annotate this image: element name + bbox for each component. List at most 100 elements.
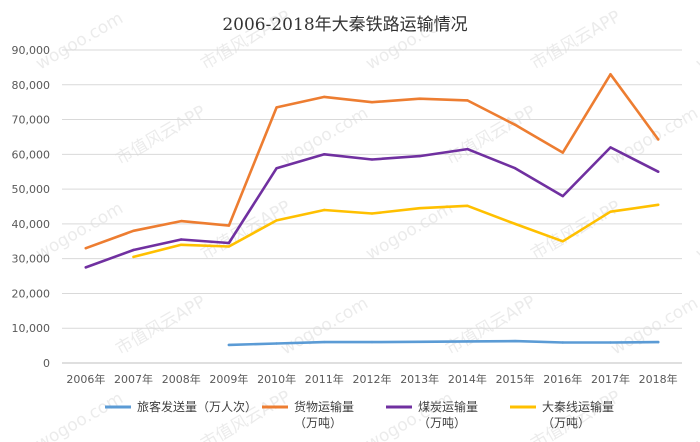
data-point	[370, 212, 374, 215]
data-point	[609, 341, 612, 344]
legend-label: （万吨）	[294, 416, 342, 430]
watermark-text: 市值风云APP	[198, 197, 295, 264]
y-tick-label: 50,000	[12, 183, 51, 196]
data-point	[418, 340, 421, 343]
data-point	[418, 97, 421, 100]
legend-label: （万吨）	[418, 416, 466, 430]
data-point	[84, 247, 88, 250]
y-tick-label: 70,000	[12, 114, 51, 127]
chart-title: 2006-2018年大秦铁路运输情况	[222, 15, 467, 35]
legend-label: 大秦线运输量	[542, 399, 614, 414]
data-point	[370, 158, 374, 161]
x-tick-label: 2014年	[448, 372, 487, 386]
data-point	[513, 167, 517, 170]
x-tick-label: 2016年	[543, 372, 582, 386]
series-line-0	[227, 339, 660, 347]
data-point	[561, 240, 564, 243]
legend-label: （万吨）	[542, 416, 590, 430]
data-point	[609, 73, 612, 76]
data-point	[132, 248, 135, 252]
x-tick-label: 2009年	[209, 372, 248, 386]
watermark-text: 市值风云APP	[113, 102, 210, 169]
watermark-text: wogoo.com	[278, 103, 372, 169]
watermark-text: 市值风云APP	[443, 292, 540, 359]
watermark-text: 市值风云APP	[528, 7, 625, 74]
x-axis: 2006年 2007年 2008年 2009年 2010年 2011年 2012年 2013年…	[66, 372, 677, 386]
watermark-text: wogoo.com	[693, 198, 700, 264]
y-tick-label: 60,000	[12, 148, 51, 161]
data-point	[418, 154, 421, 158]
data-point	[466, 99, 469, 102]
series-lines	[84, 73, 660, 347]
watermark-text: wogoo.com	[278, 293, 372, 359]
data-point	[513, 222, 517, 226]
data-point	[513, 123, 517, 127]
data-point	[561, 194, 564, 198]
y-tick-label: 40,000	[12, 218, 51, 231]
data-point	[657, 340, 660, 344]
x-tick-label: 2006年	[66, 372, 105, 386]
legend-label: 旅客发送量（万人次）	[137, 399, 257, 414]
x-tick-label: 2018年	[639, 372, 678, 386]
data-point	[227, 343, 231, 347]
data-point	[370, 101, 374, 104]
data-point	[84, 266, 88, 269]
y-tick-label: 0	[43, 357, 50, 370]
y-tick-label: 90,000	[12, 44, 51, 57]
legend-label: 煤炭运输量	[418, 399, 478, 414]
data-point	[323, 340, 326, 344]
watermark-text: 市值风云APP	[113, 292, 210, 359]
data-point	[275, 106, 278, 109]
watermark-text: 市值风云APP	[198, 387, 295, 442]
data-point	[180, 219, 183, 223]
x-tick-label: 2017年	[591, 372, 630, 386]
watermark-text: wogoo.com	[608, 293, 700, 359]
x-tick-label: 2010年	[257, 372, 296, 386]
data-point	[466, 204, 469, 207]
y-tick-label: 80,000	[12, 79, 51, 92]
data-point	[180, 243, 183, 246]
legend-item-3: 大秦线运输量 （万吨）	[510, 399, 614, 430]
data-point	[657, 203, 660, 206]
data-point	[466, 340, 469, 343]
data-point	[418, 207, 421, 210]
x-tick-label: 2011年	[305, 372, 344, 386]
data-point	[132, 229, 135, 232]
data-point	[370, 340, 374, 344]
data-point	[227, 224, 231, 227]
data-point	[180, 238, 183, 241]
watermark-text: wogoo.com	[33, 8, 127, 74]
data-point	[513, 339, 517, 343]
watermark-text: wogoo.com	[693, 8, 700, 74]
x-tick-label: 2013年	[400, 372, 439, 386]
data-point	[323, 208, 326, 212]
data-point	[275, 342, 278, 345]
legend-item-2: 煤炭运输量 （万吨）	[386, 399, 478, 430]
data-point	[323, 153, 326, 156]
watermark-text: wogoo.com	[608, 103, 700, 169]
x-tick-label: 2012年	[353, 372, 392, 386]
data-point	[609, 210, 612, 213]
data-point	[561, 341, 564, 344]
y-tick-label: 30,000	[12, 253, 51, 266]
legend-item-1: 货物运输量 （万吨）	[262, 399, 354, 430]
data-point	[227, 245, 231, 248]
watermark-text: wogoo.com	[693, 388, 700, 442]
data-point	[323, 95, 326, 99]
x-tick-label: 2007年	[114, 372, 153, 386]
x-tick-label: 2015年	[496, 372, 535, 386]
watermark-text: 市值风云APP	[528, 197, 625, 264]
watermark-text: wogoo.com	[33, 388, 127, 442]
gridlines	[62, 49, 682, 364]
data-point	[466, 147, 469, 151]
x-tick-label: 2008年	[162, 372, 201, 386]
data-point	[657, 138, 660, 141]
series-line-3	[132, 203, 660, 259]
legend-item-0: 旅客发送量（万人次）	[105, 399, 257, 414]
data-point	[132, 255, 135, 259]
data-point	[275, 167, 278, 170]
watermark-text: 市值风云APP	[528, 387, 625, 442]
data-point	[561, 151, 564, 154]
